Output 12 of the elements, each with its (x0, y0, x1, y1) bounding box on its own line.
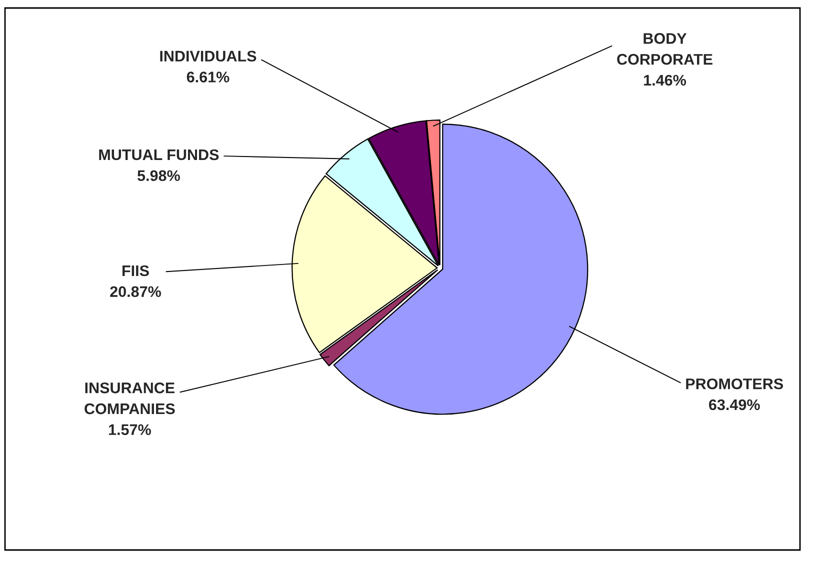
data-label: 20.87% (110, 286, 162, 298)
data-label: 1.46% (644, 74, 686, 86)
slice-label: INSURANCE COMPANIES (84, 382, 175, 414)
data-label: 1.57% (109, 424, 151, 436)
data-label: 6.61% (186, 72, 230, 82)
data-label: 5.98% (138, 170, 180, 182)
slice-label: BODY CORPORATE (617, 33, 712, 65)
slice-label: PROMOTERS (686, 378, 783, 390)
slice-label: MUTUAL FUNDS (99, 149, 219, 160)
slice-label: FIIS (122, 265, 149, 276)
data-label: 63.49% (709, 399, 760, 410)
slice-label: INDIVIDUALS (160, 50, 256, 62)
